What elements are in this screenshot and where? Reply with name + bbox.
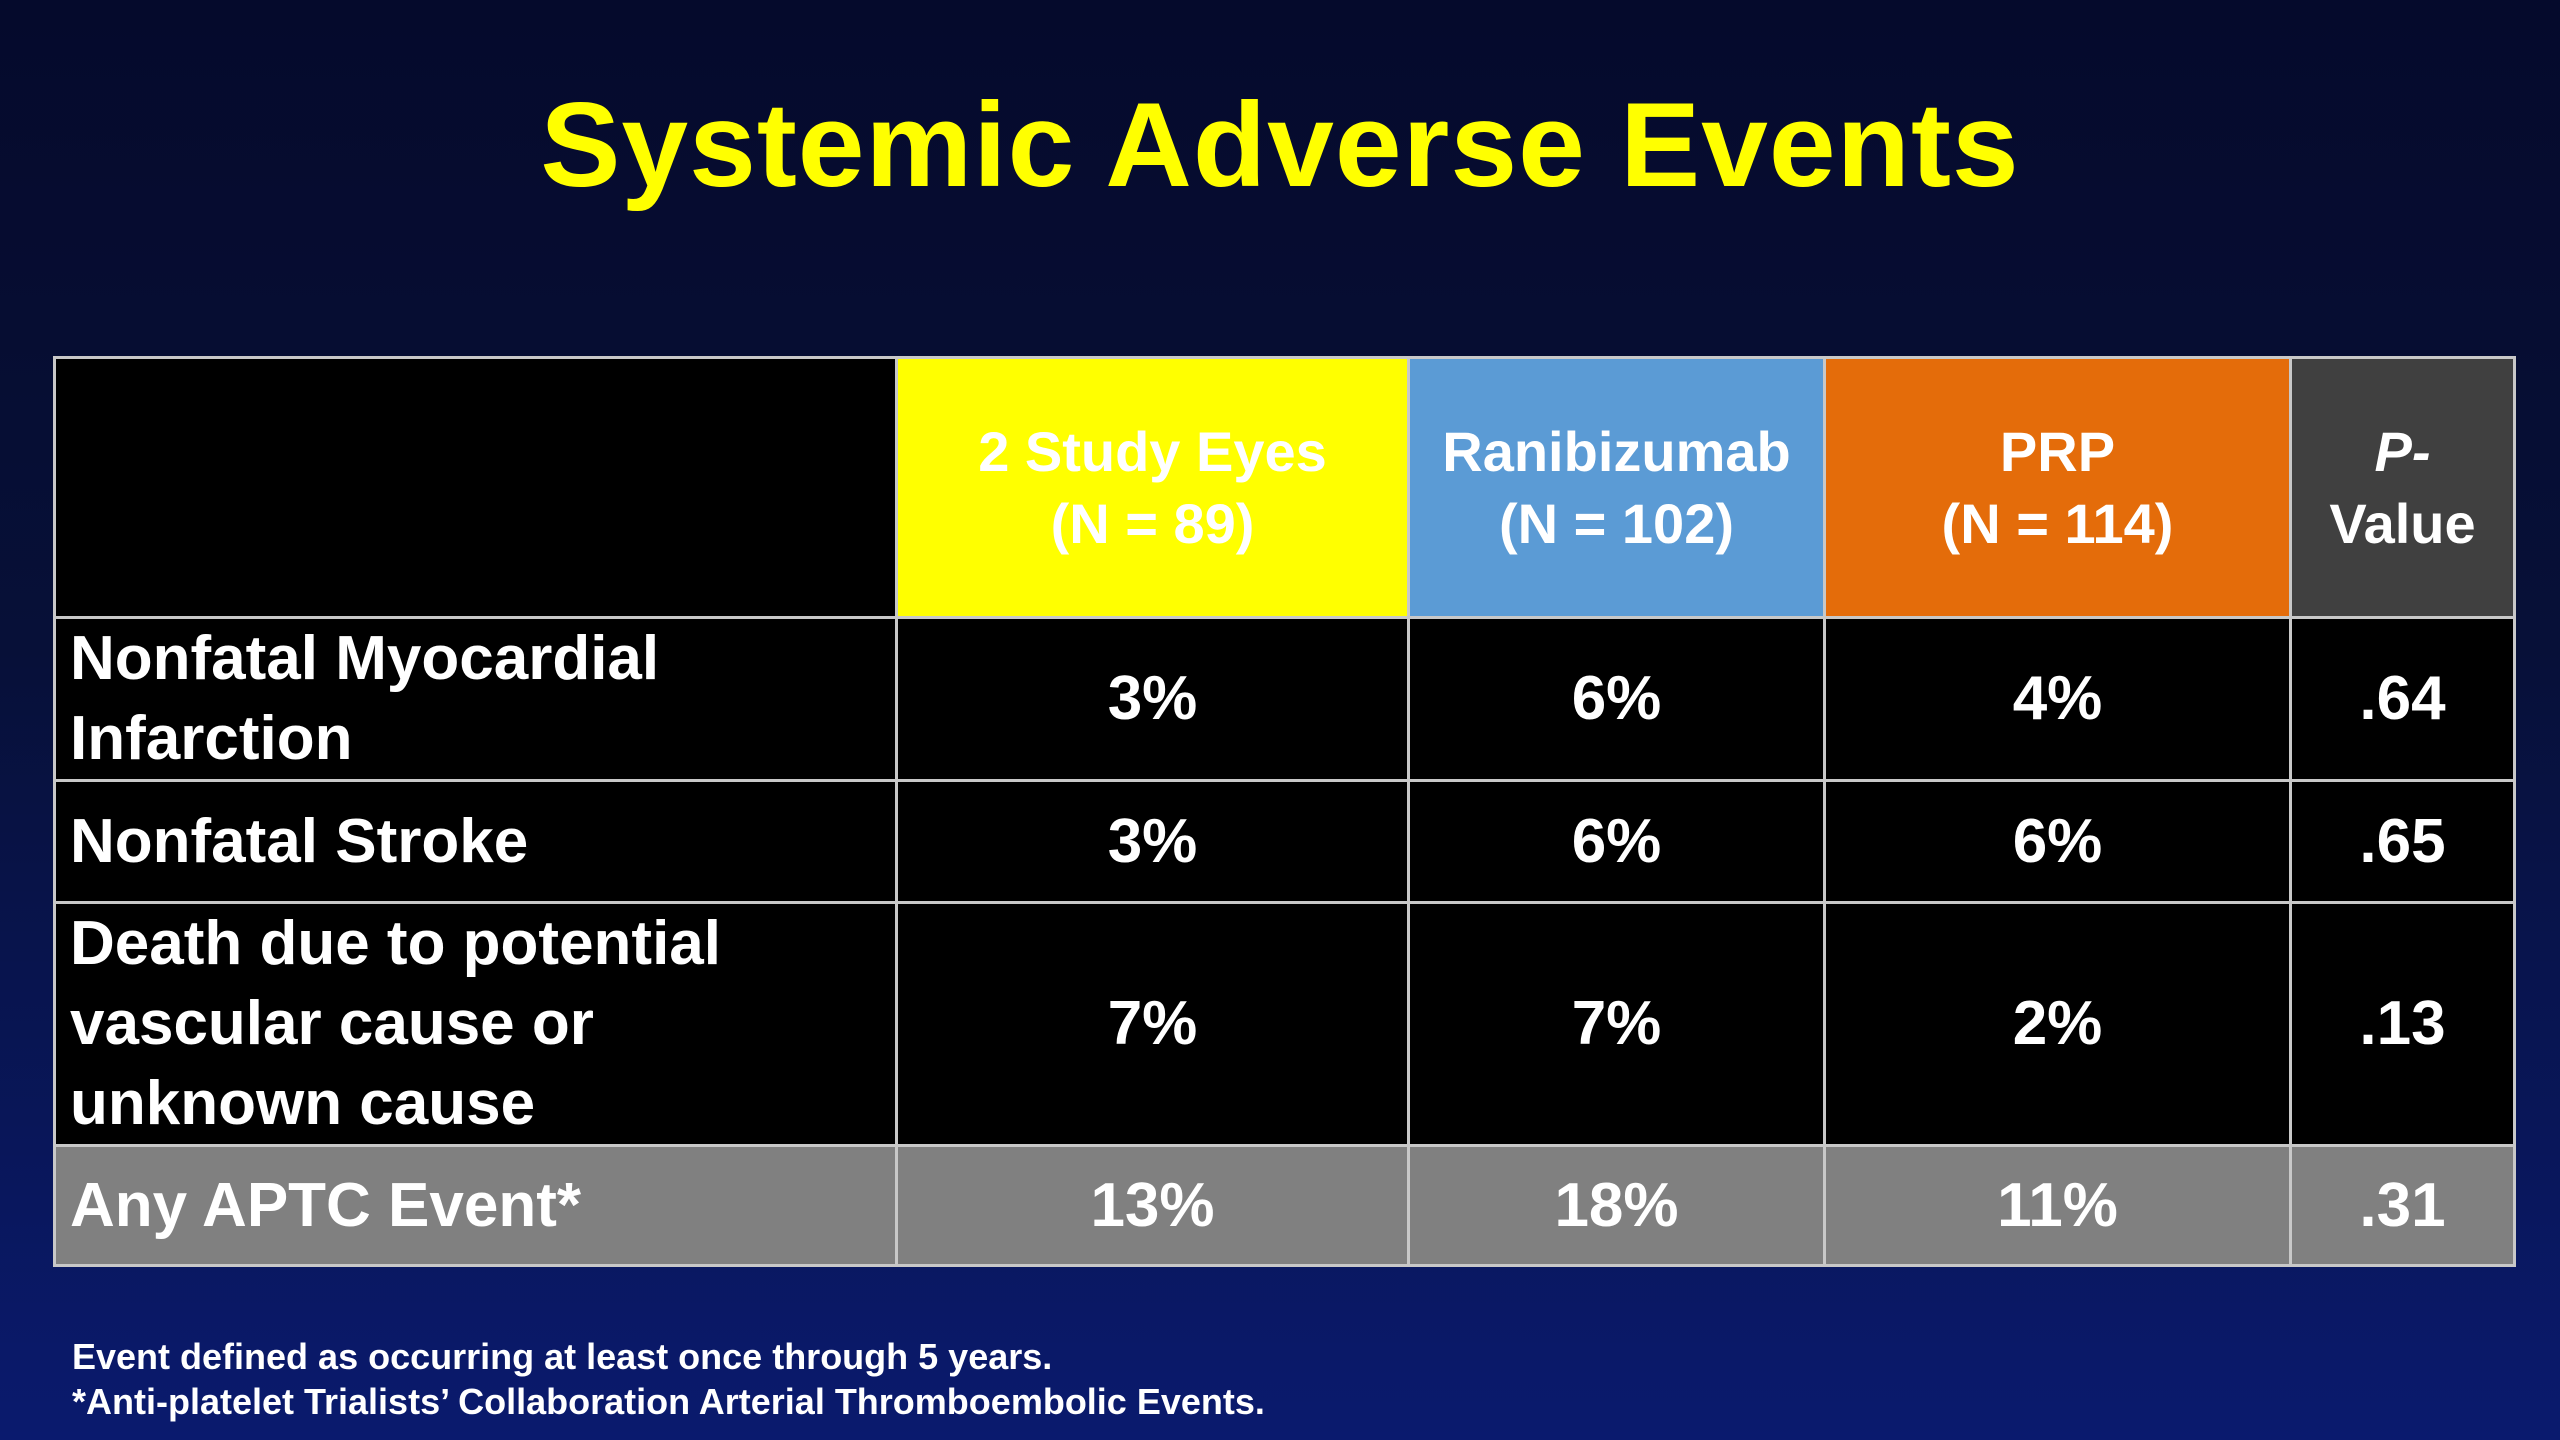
header-study-eyes: 2 Study Eyes (N = 89) [895,356,1410,619]
total-prp: 11% [1823,1144,2292,1267]
table-total-row: Any APTC Event* 13% 18% 11% .31 [53,1144,2516,1267]
adverse-events-table: 2 Study Eyes (N = 89) Ranibizumab (N = 1… [53,356,2516,1267]
row-label-line: vascular cause or [70,989,594,1058]
cell-p-value: .13 [2289,901,2516,1147]
header-blank-cell [53,356,898,619]
cell-p-value: .64 [2289,616,2516,782]
slide-title: Systemic Adverse Events [540,78,2020,212]
cell-ranibizumab: 7% [1407,901,1826,1147]
row-label-line: unknown cause [70,1069,536,1138]
cell-prp: 2% [1823,901,2292,1147]
header-ranibizumab-line2: (N = 102) [1499,491,1734,555]
row-label-line: Death due to potential [70,909,721,978]
header-ranibizumab: Ranibizumab (N = 102) [1407,356,1826,619]
cell-p-value: .65 [2289,779,2516,904]
header-prp-line1: PRP [1999,419,2116,483]
footnote-aptc-definition: *Anti-platelet Trialists’ Collaboration … [72,1381,1265,1422]
total-row-label: Any APTC Event* [53,1144,898,1267]
row-label-line: Nonfatal Stroke [70,806,529,876]
row-label-line: Infarction [70,704,353,773]
cell-study-eyes: 7% [895,901,1410,1147]
footnotes: Event defined as occurring at least once… [72,1334,1265,1424]
row-label: Death due to potential vascular cause or… [53,901,898,1147]
table-row: Nonfatal Stroke 3% 6% 6% .65 [53,779,2516,904]
total-p-value: .31 [2289,1144,2516,1267]
header-prp-line2: (N = 114) [1941,491,2174,555]
row-label: Nonfatal Myocardial Infarction [53,616,898,782]
header-ranibizumab-line1: Ranibizumab [1442,419,1791,483]
cell-study-eyes: 3% [895,616,1410,782]
header-p-value-line1: P- [2374,419,2431,483]
table-row: Death due to potential vascular cause or… [53,901,2516,1147]
row-label: Nonfatal Stroke [53,779,898,904]
total-ranibizumab: 18% [1407,1144,1826,1267]
cell-prp: 6% [1823,779,2292,904]
header-p-value: P- Value [2289,356,2516,619]
cell-prp: 4% [1823,616,2292,782]
cell-study-eyes: 3% [895,779,1410,904]
header-study-eyes-line1: 2 Study Eyes [978,419,1327,483]
header-p-value-line2: Value [2329,491,2476,555]
total-study-eyes: 13% [895,1144,1410,1267]
footnote-event-definition: Event defined as occurring at least once… [72,1336,1053,1377]
header-prp: PRP (N = 114) [1823,356,2292,619]
row-label-line: Nonfatal Myocardial [70,624,660,693]
cell-ranibizumab: 6% [1407,779,1826,904]
table-header-row: 2 Study Eyes (N = 89) Ranibizumab (N = 1… [53,356,2516,619]
table-row: Nonfatal Myocardial Infarction 3% 6% 4% … [53,616,2516,782]
cell-ranibizumab: 6% [1407,616,1826,782]
header-study-eyes-line2: (N = 89) [1050,491,1255,555]
